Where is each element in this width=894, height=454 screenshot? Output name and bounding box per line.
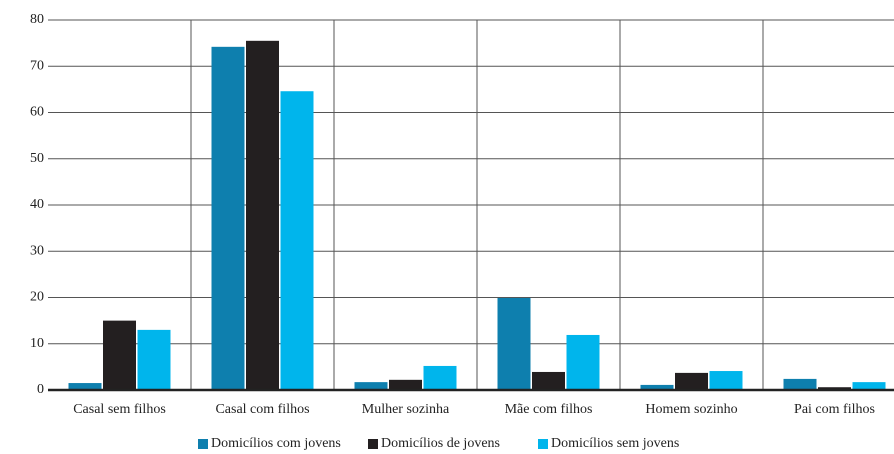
bar	[818, 387, 851, 390]
bar	[423, 365, 457, 390]
legend-label: Domicílios de jovens	[381, 436, 500, 451]
bar	[783, 378, 817, 390]
bar	[280, 91, 314, 390]
y-tick-label: 0	[37, 382, 44, 397]
y-tick-label: 20	[30, 290, 44, 305]
bar	[246, 40, 279, 390]
legend-label: Domicílios com jovens	[211, 436, 341, 451]
bar	[640, 384, 674, 390]
y-tick-label: 60	[30, 105, 44, 120]
bar	[675, 372, 708, 390]
bar	[354, 382, 388, 390]
bar	[566, 334, 600, 390]
y-tick-label: 40	[30, 197, 44, 212]
x-tick-label: Mãe com filhos	[505, 402, 593, 417]
x-tick-label: Pai com filhos	[794, 402, 875, 417]
x-tick-label: Homem sozinho	[645, 402, 737, 417]
bar	[709, 371, 743, 390]
legend-swatch	[198, 439, 208, 449]
bar	[852, 382, 886, 390]
legend-swatch	[368, 439, 378, 449]
bar	[497, 297, 531, 390]
legend-swatch	[538, 439, 548, 449]
x-tick-label: Mulher sozinha	[362, 402, 450, 417]
y-tick-label: 70	[30, 58, 44, 73]
x-tick-label: Casal com filhos	[215, 402, 309, 417]
bar	[137, 329, 171, 390]
legend-label: Domicílios sem jovens	[551, 436, 679, 451]
y-tick-label: 30	[30, 243, 44, 258]
y-tick-label: 80	[30, 12, 44, 27]
y-tick-label: 50	[30, 151, 44, 166]
x-tick-label: Casal sem filhos	[73, 402, 166, 417]
bar	[211, 46, 245, 390]
bar	[532, 371, 565, 390]
bar	[103, 320, 136, 390]
y-tick-label: 10	[30, 336, 44, 351]
bar	[389, 379, 422, 390]
bar	[68, 383, 102, 390]
